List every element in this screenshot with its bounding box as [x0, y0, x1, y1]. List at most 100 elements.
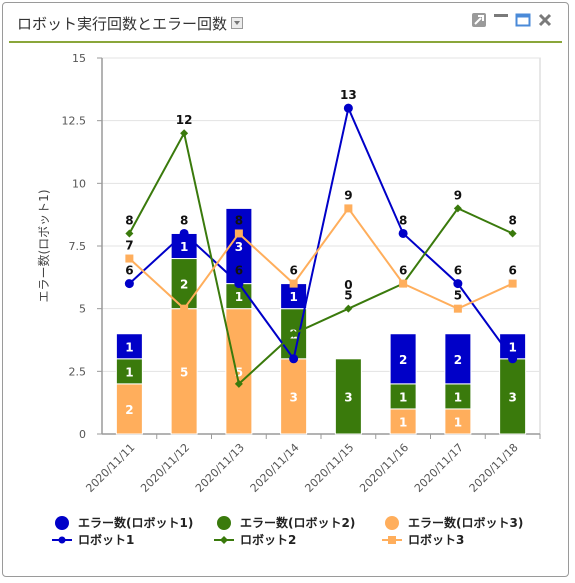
legend-marker [58, 536, 66, 544]
bar-segment [115, 333, 143, 360]
bar-data-label: 1 [454, 390, 462, 404]
line-point [344, 204, 353, 213]
bar-data-label: 3 [289, 390, 297, 404]
y-tick-label: 0 [79, 428, 86, 441]
x-tick-label: 2020/11/14 [248, 441, 302, 495]
pin-icon[interactable] [470, 11, 488, 29]
chevron-down-icon[interactable] [231, 17, 243, 29]
chart-legend: エラー数(ロボット1) エラー数(ロボット2) エラー数(ロボット3) ロボット1 ロボ… [52, 515, 523, 547]
x-tick-label: 2020/11/12 [138, 441, 192, 495]
bar-data-label: 2 [399, 353, 407, 367]
bar-segment [170, 308, 198, 435]
bar-segment [280, 283, 308, 310]
line-point [180, 304, 189, 313]
line-point [508, 354, 518, 364]
bar-segment [499, 358, 527, 435]
bar-data-label: 1 [454, 415, 462, 429]
x-tick-label: 2020/11/17 [412, 441, 466, 495]
line-data-label: 13 [340, 88, 357, 102]
x-tick-label: 2020/11/13 [193, 441, 247, 495]
bar-data-label: 2 [180, 278, 188, 292]
bar-data-label: 5 [180, 365, 188, 379]
line-point [180, 129, 189, 138]
line-point [234, 379, 243, 388]
bar-data-label: 1 [125, 340, 133, 354]
x-tick-label: 2020/11/16 [357, 441, 411, 495]
close-icon[interactable] [536, 11, 554, 29]
line-data-label: 12 [176, 113, 193, 127]
legend-label: ロボット2 [240, 532, 296, 547]
x-tick-label: 2020/11/18 [467, 441, 521, 495]
line-point [453, 204, 462, 213]
minimize-icon[interactable] [492, 11, 510, 29]
line-data-label: 5 [454, 289, 462, 303]
line-data-label: 8 [235, 213, 243, 227]
line-point [289, 279, 298, 288]
panel-header: ロボット実行回数とエラー回数 [3, 3, 568, 43]
line-point [508, 229, 517, 238]
bar-segment [334, 358, 362, 435]
line-point [125, 254, 134, 263]
bar-data-label: 1 [235, 290, 243, 304]
line-point [399, 279, 408, 288]
bar-segment [444, 408, 472, 435]
bar-data-label: 2 [454, 353, 462, 367]
bar-segment [389, 408, 417, 435]
bar-segment [389, 333, 417, 385]
panel-title: ロボット実行回数とエラー回数 [17, 15, 228, 33]
line-point [179, 228, 189, 238]
legend-label: エラー数(ロボット3) [408, 515, 523, 530]
line-data-label: 9 [344, 188, 352, 202]
bar-data-label: 3 [235, 240, 243, 254]
line-data-label: 8 [125, 213, 133, 227]
y-tick-label: 10 [72, 177, 86, 190]
bar-data-label: 1 [508, 340, 516, 354]
line-data-label: 6 [235, 264, 243, 278]
bar-data-label: 3 [344, 390, 352, 404]
y-tick-label: 7.5 [69, 240, 87, 253]
line-data-label: 8 [508, 213, 516, 227]
x-tick-label: 2020/11/15 [302, 441, 356, 495]
line-data-label: 9 [454, 188, 462, 202]
line-data-label: 6 [454, 264, 462, 278]
line-point [124, 279, 134, 289]
bar-data-label: 5 [235, 365, 243, 379]
y-axis-label: エラー数(ロボット1) [36, 190, 51, 303]
legend-label: ロボット1 [78, 532, 134, 547]
bar-segment [444, 383, 472, 410]
legend-swatch [385, 516, 399, 530]
series-line [128, 104, 514, 362]
bar-data-label: 1 [180, 240, 188, 254]
header-divider [9, 41, 562, 43]
line-data-label: 5 [344, 289, 352, 303]
window-controls [470, 11, 554, 29]
legend-marker [220, 536, 228, 544]
legend-marker [388, 536, 396, 544]
bar-data-label: 3 [508, 390, 516, 404]
line-point [344, 304, 353, 313]
maximize-icon[interactable] [514, 11, 532, 29]
bar-data-label: 1 [125, 365, 133, 379]
line-point [289, 329, 298, 338]
line-data-label: 8 [180, 213, 188, 227]
line-data-label: 6 [125, 264, 133, 278]
line-data-label: 6 [399, 264, 407, 278]
x-tick-label: 2020/11/11 [83, 441, 137, 495]
bar-data-label: 1 [399, 415, 407, 429]
series-line [128, 206, 514, 311]
line-point [453, 279, 463, 289]
line-data-label: 7 [125, 239, 133, 253]
bar-segment [444, 333, 472, 385]
bar-segment [389, 383, 417, 410]
line-data-label: 6 [289, 264, 297, 278]
y-tick-label: 2.5 [69, 365, 87, 378]
legend-swatch [217, 516, 231, 530]
line-point [125, 229, 134, 238]
line-point [508, 279, 517, 288]
bar-segment [115, 358, 143, 385]
line-point [453, 304, 462, 313]
y-tick-label: 5 [79, 303, 86, 316]
line-data-label: 6 [508, 264, 516, 278]
series-line [128, 130, 514, 386]
